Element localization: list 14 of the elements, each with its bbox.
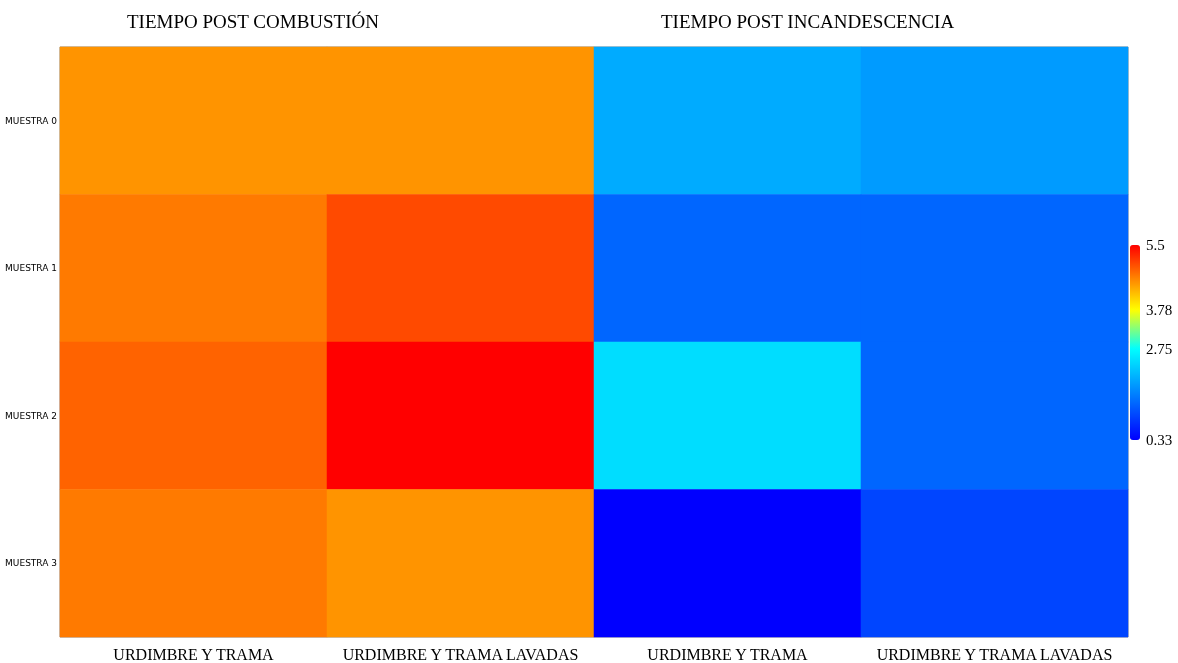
- x-tick-label: URDIMBRE Y TRAMA: [113, 645, 275, 663]
- x-tick-label: URDIMBRE Y TRAMA LAVADAS: [876, 645, 1113, 663]
- text: TIEMPO POST INCANDESCENCIA: [661, 11, 955, 32]
- y-tick-label: MUESTRA 1: [5, 263, 57, 274]
- color-bar-label: 2.75: [1146, 340, 1173, 357]
- y-tick-label: MUESTRA 3: [5, 558, 57, 569]
- y-tick-label: MUESTRA 2: [5, 410, 57, 421]
- color-bar-label: 5.5: [1146, 237, 1165, 253]
- y-tick-label: MUESTRA 0: [5, 115, 58, 126]
- text: TIEMPO POST COMBUSTIÓN: [127, 11, 380, 32]
- color-bar-label: 3.78: [1146, 301, 1173, 318]
- color-bar-label: 0.33: [1146, 432, 1173, 448]
- x-tick-label: URDIMBRE Y TRAMA: [647, 645, 809, 663]
- x-tick-label: URDIMBRE Y TRAMA LAVADAS: [342, 645, 579, 663]
